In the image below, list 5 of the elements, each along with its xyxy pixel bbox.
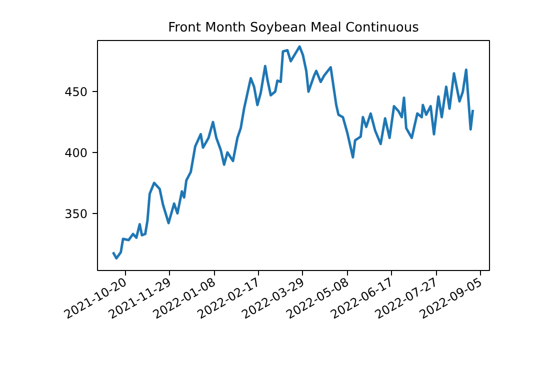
y-tick-label: 400	[64, 146, 88, 160]
y-tick-label: 450	[64, 85, 88, 100]
chart-title: Front Month Soybean Meal Continuous	[168, 20, 420, 36]
line-series	[112, 45, 474, 260]
y-tick-label: 350	[64, 206, 88, 221]
